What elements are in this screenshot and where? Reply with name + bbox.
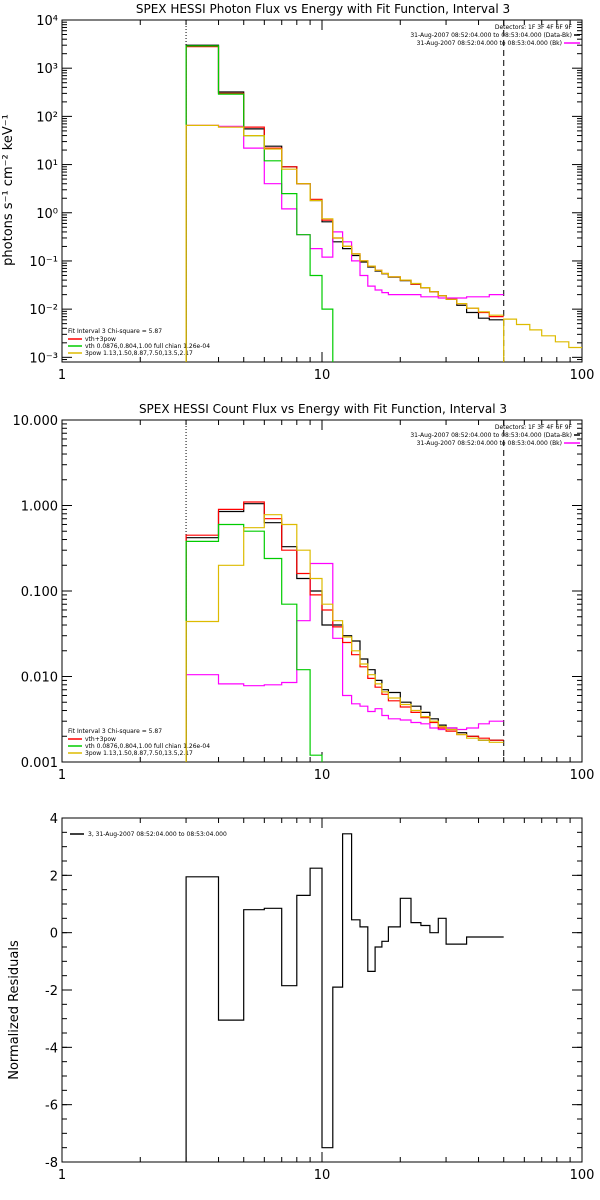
residuals-legend-0: 3, 31-Aug-2007 08:52:04.000 to 08:53:04.… (88, 831, 227, 838)
series-vth-3pow (185, 501, 504, 762)
photon-legend-top-0: Detectors: 1F 3F 4F 6F 9F (495, 24, 573, 31)
y-tick-label: -4 (45, 1041, 58, 1056)
y-tick-label: 10² (36, 110, 58, 125)
series-residuals (185, 833, 504, 1162)
y-tick-label: 0.010 (21, 671, 58, 686)
count-legend-bottom-3: 3pow 1.13,1.50,8.87,7.50,13.5,2.17 (85, 750, 193, 757)
count-legend-top-1: 31-Aug-2007 08:52:04.000 to 08:53:04.000… (410, 432, 572, 439)
series-vth (185, 45, 334, 362)
photon-legend-top-2: 31-Aug-2007 08:52:04.000 to 08:53:04.000… (417, 40, 562, 47)
y-tick-label: 1.000 (21, 500, 58, 515)
count-legend-top-0: Detectors: 1F 3F 4F 6F 9F (495, 424, 573, 431)
series-3pow-ext (504, 762, 517, 770)
photon-flux-title: SPEX HESSI Photon Flux vs Energy with Fi… (136, 2, 510, 16)
photon-legend-bottom-1: vth+3pow (85, 336, 116, 343)
count-legend-bottom-2: vth 0.0876,0.804,1.00 full chian 1.26e-0… (85, 743, 210, 750)
series-data-bk (185, 44, 504, 362)
y-tick-label: 0.100 (21, 585, 58, 600)
y-tick-label: 2 (50, 869, 58, 884)
residuals-ylabel: Normalized Residuals (7, 940, 22, 1080)
y-tick-label: 4 (50, 812, 58, 827)
y-tick-label: 10⁻¹ (29, 255, 58, 270)
y-tick-label: -6 (45, 1099, 58, 1114)
y-tick-label: 0 (50, 927, 58, 942)
y-tick-label: 10⁴ (36, 14, 58, 29)
series-vth (185, 523, 323, 762)
y-tick-label: 10⁰ (36, 207, 58, 222)
photon-flux-ylabel: photons s⁻¹ cm⁻² keV⁻¹ (1, 114, 16, 266)
photon-legend-bottom-2: vth 0.0876,0.804,1.00 full chian 1.26e-0… (85, 343, 210, 350)
photon-flux-panel: SPEX HESSI Photon Flux vs Energy with Fi… (1, 2, 595, 383)
x-tick-label: 10 (314, 1168, 331, 1183)
count-legend-bottom-1: vth+3pow (85, 736, 116, 743)
photon-legend-bottom-3: 3pow 1.13,1.50,8.87,7.50,13.5,2.17 (85, 350, 193, 357)
series-bk (185, 124, 504, 362)
count-flux-title: SPEX HESSI Count Flux vs Energy with Fit… (139, 402, 507, 416)
y-tick-label: 10.000 (13, 414, 59, 429)
series-3pow (185, 514, 504, 762)
count-legend-bottom-0: Fit Interval 3 Chi-square = 5.87 (68, 728, 162, 735)
count-flux-panel: SPEX HESSI Count Flux vs Energy with Fit… (13, 402, 595, 783)
series-3pow (185, 124, 504, 362)
x-tick-label: 100 (570, 1168, 595, 1183)
count-legend-top-2: 31-Aug-2007 08:52:04.000 to 08:53:04.000… (417, 440, 562, 447)
y-tick-label: 10⁻² (29, 303, 58, 318)
series-3pow-ext (503, 318, 582, 362)
photon-legend-top-1: 31-Aug-2007 08:52:04.000 to 08:53:04.000… (410, 32, 572, 39)
x-tick-label: 100 (570, 768, 595, 783)
x-tick-label: 10 (314, 768, 331, 783)
x-tick-label: 10 (314, 368, 331, 383)
y-tick-label: 10³ (36, 62, 58, 77)
y-tick-label: 0.001 (21, 756, 58, 771)
y-tick-label: -8 (45, 1156, 58, 1171)
y-tick-label: 10¹ (36, 159, 58, 174)
series-bk (185, 562, 504, 762)
y-tick-label: 10⁻³ (29, 351, 58, 366)
photon-legend-bottom-0: Fit Interval 3 Chi-square = 5.87 (68, 328, 162, 335)
x-tick-label: 1 (58, 768, 66, 783)
x-tick-label: 1 (58, 368, 66, 383)
series-data-bk (185, 503, 504, 762)
x-tick-label: 1 (58, 1168, 66, 1183)
y-tick-label: -2 (45, 984, 58, 999)
residuals-panel: Normalized Residuals 3, 31-Aug-2007 08:5… (7, 812, 594, 1183)
x-tick-label: 100 (570, 368, 595, 383)
